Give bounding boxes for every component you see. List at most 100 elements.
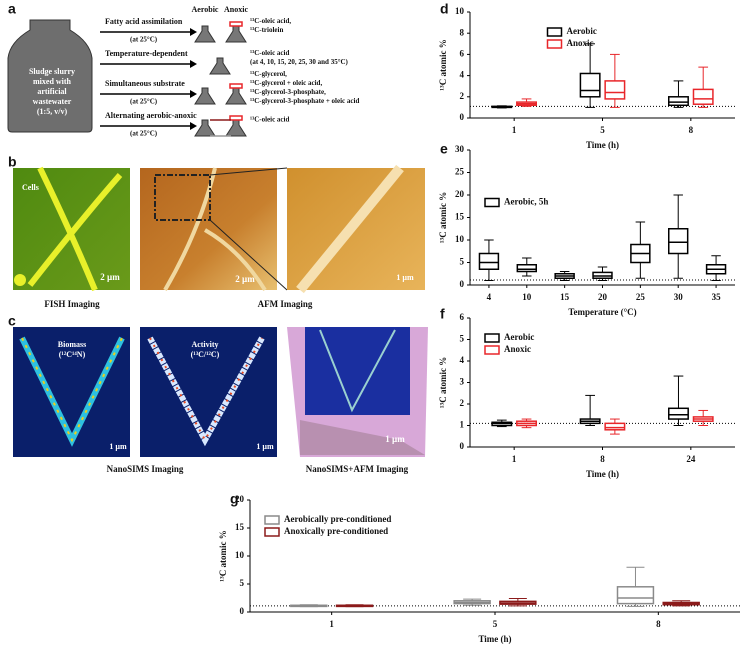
activity-hotspots: [149, 337, 263, 443]
overlay-afm: [300, 420, 425, 455]
image-label: AFM Imaging: [258, 299, 313, 309]
legend-swatch: [264, 515, 280, 525]
y-tick-label: 30: [455, 144, 465, 154]
box: [616, 586, 655, 605]
y-tick-label: 4: [460, 355, 465, 365]
image-label: Biomass: [58, 340, 86, 349]
row-condition: (at 25°C): [130, 36, 158, 44]
image-label: 2 µm: [100, 272, 120, 282]
y-tick-label: 2: [460, 398, 465, 408]
legend-swatch: [264, 527, 280, 537]
legend-label: Anoxically pre-conditioned: [284, 526, 388, 536]
x-tick-label: 10: [522, 292, 532, 302]
flask-cap: [229, 115, 243, 121]
y-tick-label: 2: [460, 91, 465, 101]
box: [604, 80, 626, 100]
legend-label: Anoxic: [504, 344, 531, 354]
substrate: (at 4, 10, 15, 20, 25, 30 and 35°C): [250, 58, 349, 66]
x-tick-label: 8: [600, 454, 605, 464]
legend-label: Aerobic: [504, 332, 534, 342]
x-tick-label: 30: [674, 292, 684, 302]
image-label: 1 µm: [256, 442, 274, 451]
flask: [225, 119, 247, 137]
row-label: Fatty acid assimilation: [105, 17, 183, 26]
box: [668, 407, 689, 420]
zoom-line: [209, 219, 288, 291]
x-axis-label: Time (h): [586, 140, 619, 150]
panel-label: d: [440, 1, 449, 17]
x-tick-label: 15: [560, 292, 570, 302]
legend-swatch: [484, 197, 500, 208]
substrate: ¹³C-glycerol,: [250, 70, 287, 78]
arrow-head: [190, 90, 197, 98]
y-tick-label: 8: [460, 27, 465, 37]
y-tick-label: 10: [455, 6, 465, 16]
y-tick-label: 6: [460, 312, 465, 322]
row-condition: (at 25°C): [130, 130, 158, 138]
x-tick-label: 20: [598, 292, 608, 302]
y-tick-label: 5: [460, 257, 465, 267]
x-axis-label: Temperature (°C): [568, 307, 636, 317]
y-tick-label: 0: [460, 279, 465, 289]
bottle-text: artificial: [37, 87, 67, 96]
image-label: 1 µm: [396, 273, 414, 282]
box: [668, 228, 689, 255]
fish-cells: [27, 166, 123, 292]
y-tick-label: 0: [240, 606, 245, 616]
y-tick-label: 20: [455, 189, 465, 199]
x-tick-label: 8: [656, 619, 661, 629]
image-label: 2 µm: [235, 274, 255, 284]
box: [478, 252, 500, 270]
image-label: Cells: [22, 183, 39, 192]
panel-label: f: [440, 306, 445, 322]
image-label: (¹³C/¹²C): [191, 350, 220, 359]
row-condition: (at 25°C): [130, 98, 158, 106]
x-tick-label: 5: [493, 619, 498, 629]
substrate: ¹³C-oleic acid: [250, 49, 289, 57]
bottle-text: wastewater: [33, 97, 72, 106]
flask: [194, 87, 216, 105]
flask-cap: [229, 83, 243, 89]
image-label: FISH Imaging: [44, 299, 100, 309]
x-tick-label: 1: [512, 125, 517, 135]
flask-cap: [229, 21, 243, 27]
substrate: ¹³C-oleic acid: [250, 116, 289, 124]
substrate: ¹³C-triolein: [250, 26, 283, 34]
substrate: ¹³C-glycerol + oleic acid,: [250, 79, 322, 87]
panel-label: e: [440, 141, 448, 157]
x-tick-label: 35: [712, 292, 722, 302]
y-tick-label: 6: [460, 48, 465, 58]
zoom-box: [154, 174, 211, 221]
substrate: ¹³C-glycerol-3-phosphate,: [250, 88, 326, 96]
x-tick-label: 24: [686, 454, 696, 464]
overlay-cells: [319, 329, 396, 413]
zoom-cell: [296, 164, 404, 294]
y-tick-label: 4: [460, 70, 465, 80]
y-tick-label: 1: [460, 420, 465, 430]
flask: [225, 25, 247, 43]
header: Anoxic: [224, 5, 248, 14]
y-axis-label: ¹³C atomic %: [438, 192, 448, 243]
y-axis-label: ¹³C atomic %: [218, 530, 228, 581]
legend-label: Aerobic: [567, 26, 597, 36]
y-tick-label: 5: [240, 578, 245, 588]
arrow-head: [190, 28, 197, 36]
legend-label: Anoxic: [567, 38, 594, 48]
x-tick-label: 5: [600, 125, 605, 135]
bottle-text: Sludge slurry: [29, 67, 75, 76]
bottle-text: (1:5, v/v): [37, 107, 68, 116]
flask: [225, 87, 247, 105]
header: Aerobic: [192, 5, 219, 14]
panel-label: b: [8, 154, 17, 170]
legend-swatch: [484, 345, 500, 355]
x-axis-label: Time (h): [586, 469, 619, 479]
flask: [209, 57, 231, 75]
legend-label: Aerobically pre-conditioned: [284, 514, 391, 524]
legend-swatch: [546, 39, 563, 49]
y-tick-label: 10: [455, 234, 465, 244]
zoom-line: [209, 167, 288, 176]
legend-label: Aerobic, 5h: [504, 197, 548, 207]
y-tick-label: 20: [235, 494, 245, 504]
x-tick-label: 8: [689, 125, 694, 135]
